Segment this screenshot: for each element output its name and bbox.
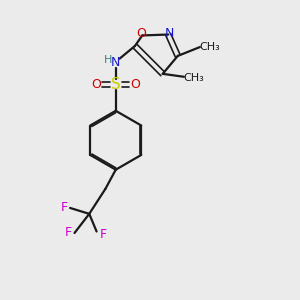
Text: H: H — [104, 55, 112, 65]
Text: N: N — [165, 27, 174, 40]
Text: N: N — [111, 56, 120, 69]
Text: CH₃: CH₃ — [184, 73, 205, 83]
Text: F: F — [64, 226, 72, 239]
Text: F: F — [100, 228, 106, 241]
Text: F: F — [61, 202, 68, 214]
Text: O: O — [136, 28, 146, 40]
Text: CH₃: CH₃ — [200, 42, 220, 52]
Text: O: O — [92, 78, 101, 91]
Text: S: S — [111, 77, 121, 92]
Text: O: O — [130, 78, 140, 91]
